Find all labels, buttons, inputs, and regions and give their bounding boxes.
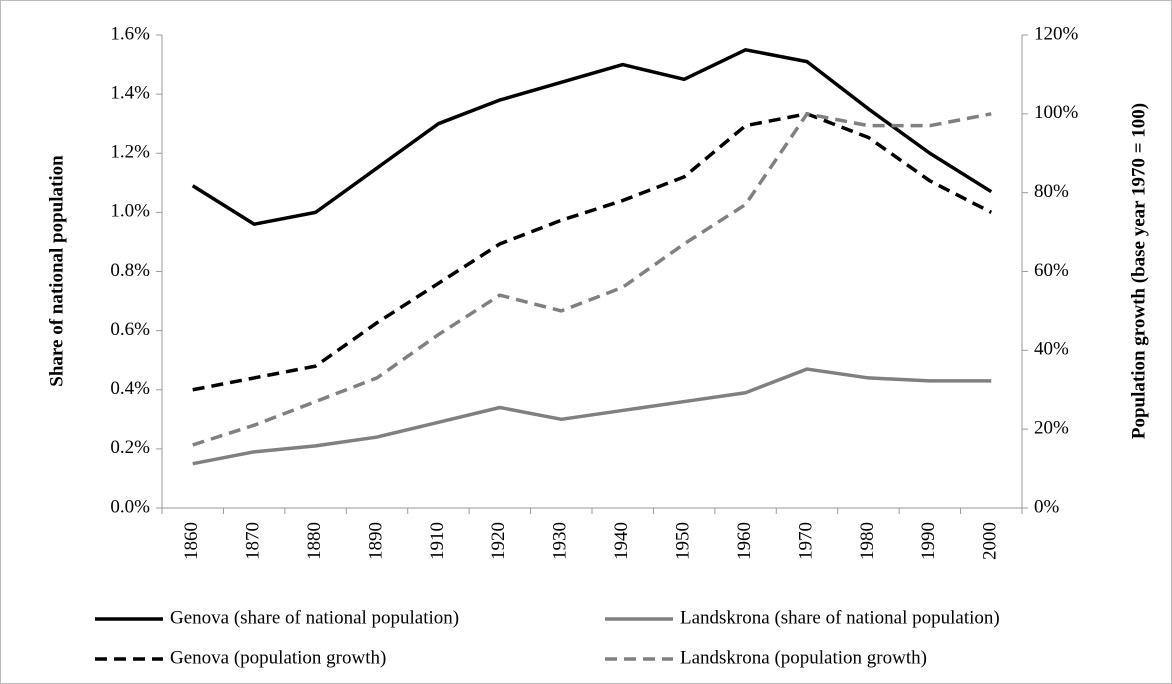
x-tick-label: 1970 xyxy=(795,522,816,560)
x-tick-label: 1910 xyxy=(427,522,448,560)
y-tick-label: 0.0% xyxy=(110,496,150,517)
x-tick-label: 1990 xyxy=(918,522,939,560)
legend-label: Landskrona (share of national population… xyxy=(680,607,1000,628)
y2-tick-label: 0% xyxy=(1034,496,1060,517)
y-tick-label: 0.4% xyxy=(110,378,150,399)
y2-tick-label: 40% xyxy=(1034,339,1069,360)
y-tick-label: 0.8% xyxy=(110,260,150,281)
y2-axis-title: Population growth (base year 1970 = 100) xyxy=(1128,103,1149,439)
y-tick-label: 0.6% xyxy=(110,319,150,340)
y-tick-label: 1.2% xyxy=(110,142,150,163)
x-tick-label: 1880 xyxy=(304,522,325,560)
x-tick-label: 1860 xyxy=(181,522,202,560)
x-tick-label: 2000 xyxy=(980,522,1001,560)
x-tick-label: 1930 xyxy=(550,522,571,560)
x-tick-label: 1940 xyxy=(611,522,632,560)
x-tick-label: 1890 xyxy=(365,522,386,560)
series-line xyxy=(192,112,992,447)
y2-tick-label: 120% xyxy=(1034,23,1079,44)
y-axis-title: Share of national population xyxy=(46,155,67,387)
y-tick-label: 1.4% xyxy=(110,82,150,103)
y-tick-label: 1.0% xyxy=(110,201,150,222)
x-tick-label: 1920 xyxy=(488,522,509,560)
x-tick-label: 1950 xyxy=(673,522,694,560)
legend-label: Genova (population growth) xyxy=(170,647,386,668)
legend-label: Genova (share of national population) xyxy=(170,607,459,628)
y2-tick-label: 60% xyxy=(1034,260,1069,281)
x-tick-label: 1870 xyxy=(243,522,264,560)
series-line xyxy=(192,367,992,466)
x-tick-label: 1960 xyxy=(734,522,755,560)
y-tick-label: 1.6% xyxy=(110,23,150,44)
series-line xyxy=(191,48,993,226)
y2-tick-label: 80% xyxy=(1034,181,1069,202)
y-tick-label: 0.2% xyxy=(110,437,150,458)
y2-tick-label: 20% xyxy=(1034,418,1069,439)
y2-tick-label: 100% xyxy=(1034,102,1079,123)
series-line xyxy=(192,112,993,392)
x-tick-label: 1980 xyxy=(857,522,878,560)
legend-label: Landskrona (population growth) xyxy=(680,647,927,668)
